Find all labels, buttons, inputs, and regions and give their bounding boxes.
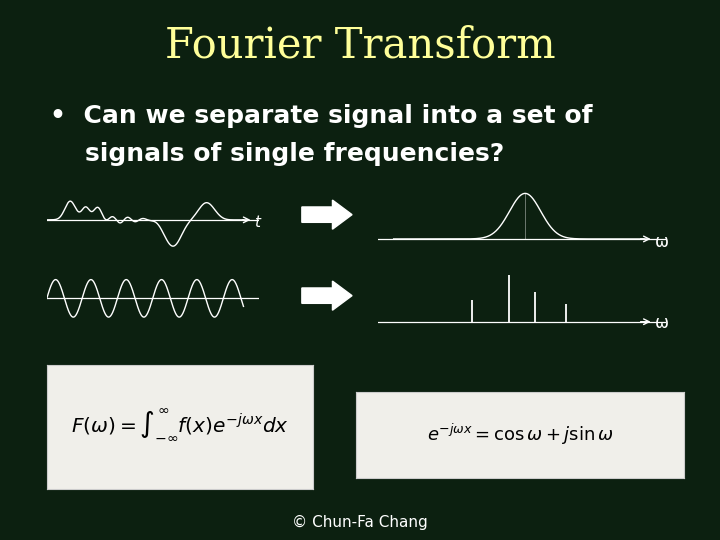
Text: t: t	[254, 215, 261, 230]
Text: •  Can we separate signal into a set of: • Can we separate signal into a set of	[50, 104, 593, 128]
Text: ω: ω	[655, 233, 669, 251]
FancyArrow shape	[302, 281, 352, 310]
Text: Fourier Transform: Fourier Transform	[165, 25, 555, 67]
FancyArrow shape	[302, 200, 352, 229]
Text: $F(\omega)=\int_{-\infty}^{\infty} f(x)e^{-j\omega x}dx$: $F(\omega)=\int_{-\infty}^{\infty} f(x)e…	[71, 407, 289, 442]
Text: $e^{-j\omega x}=\cos\omega + j\sin\omega$: $e^{-j\omega x}=\cos\omega + j\sin\omega…	[427, 422, 613, 447]
Text: ω: ω	[655, 314, 669, 332]
Text: © Chun-Fa Chang: © Chun-Fa Chang	[292, 515, 428, 530]
Text: signals of single frequencies?: signals of single frequencies?	[50, 142, 505, 166]
